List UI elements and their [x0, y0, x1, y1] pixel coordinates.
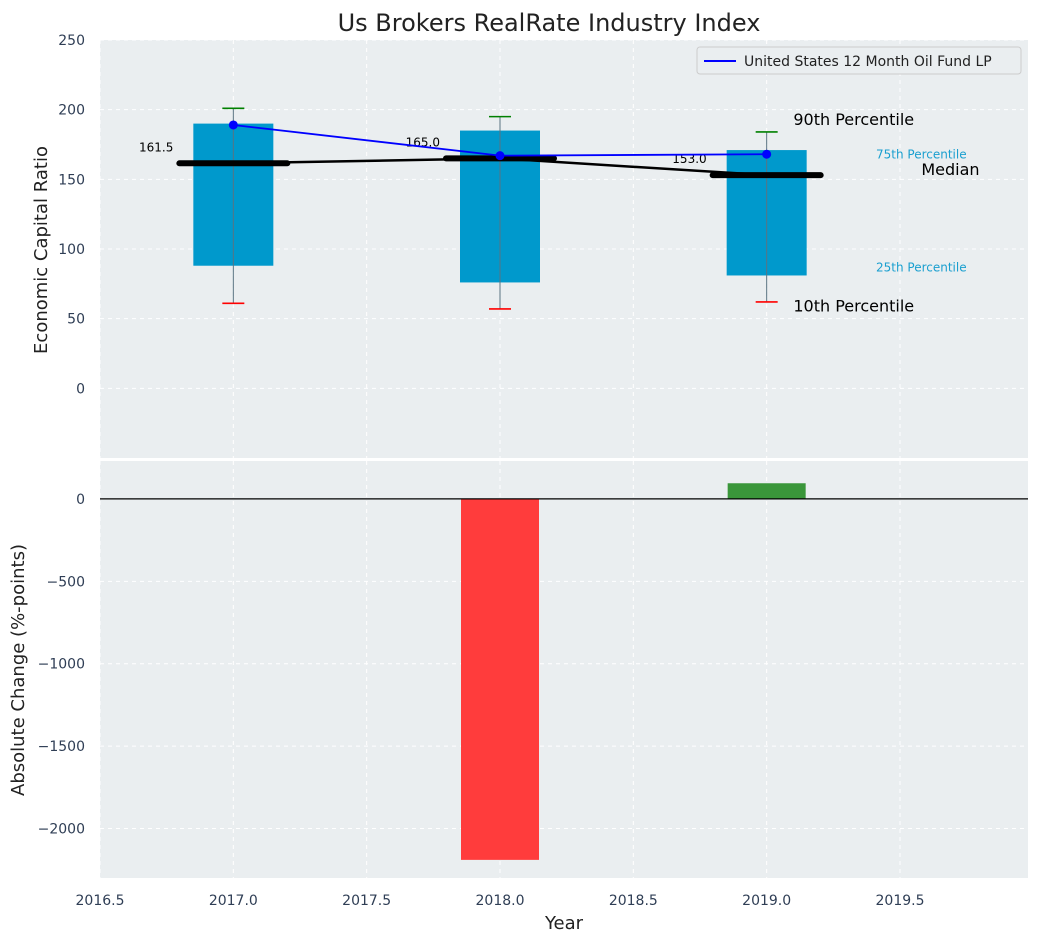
top-y-tick-label: 250: [58, 33, 85, 49]
bottom-plot-area: [100, 461, 1028, 878]
bottom-y-axis-label: Absolute Change (%-points): [8, 544, 29, 796]
bottom-panel: 0 −500 −1000 −1500 −2000 Absolute Change (%-…: [8, 461, 1028, 878]
top-y-axis-ticks: 0 50 100 150 200 250: [58, 33, 85, 397]
bar-group: [461, 483, 806, 860]
x-tick-label: 2019.5: [876, 893, 925, 909]
x-tick-label: 2019.0: [742, 893, 791, 909]
bottom-y-tick-label: 0: [76, 492, 85, 508]
x-tick-label: 2018.0: [476, 893, 525, 909]
annotation-25th-percentile: 25th Percentile: [876, 260, 967, 274]
annotation-median: Median: [921, 160, 979, 179]
annotation-75th-percentile: 75th Percentile: [876, 147, 967, 161]
bottom-y-tick-label: −2000: [38, 822, 85, 838]
annotation-10th-percentile: 10th Percentile: [793, 297, 914, 316]
top-y-tick-label: 50: [67, 312, 85, 328]
bottom-y-tick-label: −1500: [38, 739, 85, 755]
bottom-y-tick-label: −1000: [38, 657, 85, 673]
x-axis-label: Year: [544, 913, 584, 934]
series-line-group: [228, 120, 772, 177]
top-y-tick-label: 200: [58, 103, 85, 119]
legend-box: [696, 46, 1022, 75]
top-y-tick-label: 150: [58, 172, 85, 188]
x-axis-ticks: 2016.5 2017.0 2017.5 2018.0 2018.5 2019.0 2019…: [76, 893, 925, 909]
chart-title: Us Brokers RealRate Industry Index: [338, 9, 761, 37]
legend-label: United States 12 Month Oil Fund LP: [744, 54, 992, 70]
annotation-90th-percentile: 90th Percentile: [793, 110, 914, 129]
x-tick-label: 2018.5: [609, 893, 658, 909]
x-tick-label: 2017.5: [342, 893, 391, 909]
top-y-axis-label: Economic Capital Ratio: [31, 146, 52, 354]
median-value-label: 153.0: [672, 152, 706, 166]
x-tick-label: 2017.0: [209, 893, 258, 909]
bottom-y-tick-label: −500: [47, 574, 85, 590]
change-bar: [727, 483, 806, 499]
top-y-tick-label: 100: [58, 242, 85, 258]
fund-series-point: [495, 151, 505, 161]
x-tick-label: 2016.5: [76, 893, 125, 909]
top-y-tick-label: 0: [76, 381, 85, 397]
change-bar: [461, 498, 539, 860]
percentile-annotations: 90th Percentile 75th Percentile Median 2…: [793, 110, 979, 316]
fund-series-point: [228, 120, 238, 130]
fund-series-point: [762, 149, 772, 159]
bottom-y-axis-ticks: 0 −500 −1000 −1500 −2000: [38, 492, 85, 838]
median-value-label: 161.5: [139, 140, 173, 154]
legend: United States 12 Month Oil Fund LP: [696, 46, 1022, 75]
